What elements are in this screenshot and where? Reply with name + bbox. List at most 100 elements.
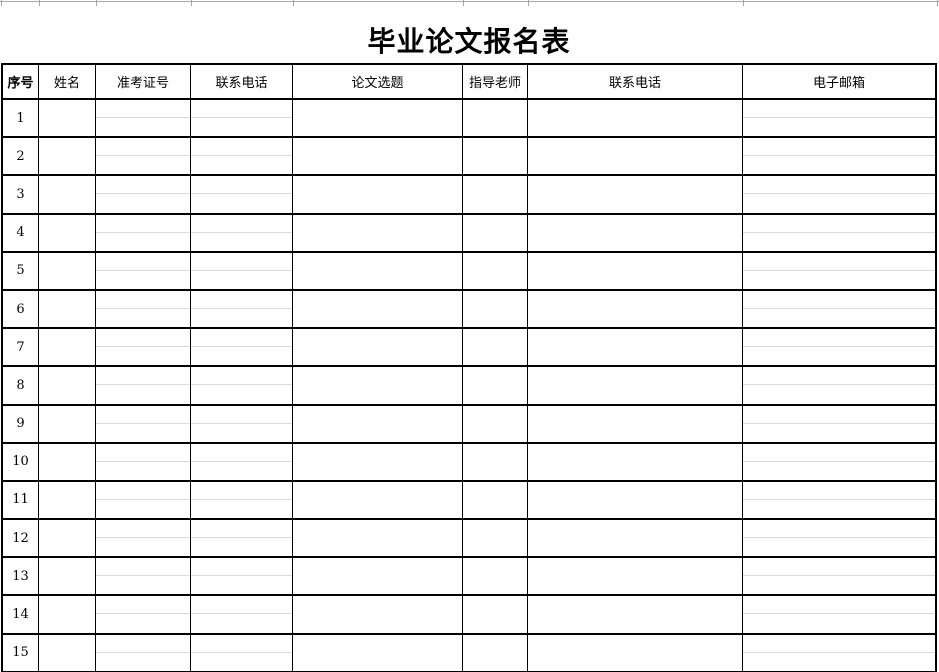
data-cell[interactable] xyxy=(39,329,96,368)
data-cell[interactable] xyxy=(191,138,293,177)
data-cell[interactable] xyxy=(96,634,191,672)
data-cell[interactable] xyxy=(743,481,937,521)
data-cell[interactable] xyxy=(463,405,528,444)
data-cell[interactable] xyxy=(528,100,743,139)
data-cell[interactable] xyxy=(528,138,743,177)
data-cell[interactable] xyxy=(96,367,191,406)
data-cell[interactable] xyxy=(743,367,937,406)
data-cell[interactable] xyxy=(191,634,293,672)
data-cell[interactable] xyxy=(191,596,293,635)
data-cell[interactable] xyxy=(96,252,191,291)
data-cell[interactable] xyxy=(528,214,743,253)
data-cell[interactable] xyxy=(96,214,191,253)
data-cell[interactable] xyxy=(293,634,463,672)
data-cell[interactable] xyxy=(191,558,293,597)
data-cell[interactable] xyxy=(293,329,463,368)
data-cell[interactable] xyxy=(528,367,743,406)
data-cell[interactable] xyxy=(39,481,96,521)
data-cell[interactable] xyxy=(743,214,937,253)
data-cell[interactable] xyxy=(463,176,528,215)
data-cell[interactable] xyxy=(293,252,463,291)
data-cell[interactable] xyxy=(293,596,463,635)
data-cell[interactable] xyxy=(528,329,743,368)
data-cell[interactable] xyxy=(96,558,191,597)
data-cell[interactable] xyxy=(463,558,528,597)
data-cell[interactable] xyxy=(96,290,191,330)
data-cell[interactable] xyxy=(528,290,743,330)
data-cell[interactable] xyxy=(39,290,96,330)
data-cell[interactable] xyxy=(743,596,937,635)
data-cell[interactable] xyxy=(463,634,528,672)
data-cell[interactable] xyxy=(96,520,191,559)
data-cell[interactable] xyxy=(96,329,191,368)
data-cell[interactable] xyxy=(191,290,293,330)
data-cell[interactable] xyxy=(39,367,96,406)
data-cell[interactable] xyxy=(191,367,293,406)
data-cell[interactable] xyxy=(96,176,191,215)
data-cell[interactable] xyxy=(463,252,528,291)
data-cell[interactable] xyxy=(39,214,96,253)
data-cell[interactable] xyxy=(463,100,528,139)
data-cell[interactable] xyxy=(191,481,293,521)
data-cell[interactable] xyxy=(191,329,293,368)
data-cell[interactable] xyxy=(191,520,293,559)
data-cell[interactable] xyxy=(39,634,96,672)
data-cell[interactable] xyxy=(293,138,463,177)
data-cell[interactable] xyxy=(743,138,937,177)
data-cell[interactable] xyxy=(39,520,96,559)
data-cell[interactable] xyxy=(463,329,528,368)
data-cell[interactable] xyxy=(528,176,743,215)
data-cell[interactable] xyxy=(96,100,191,139)
data-cell[interactable] xyxy=(96,138,191,177)
data-cell[interactable] xyxy=(463,138,528,177)
data-cell[interactable] xyxy=(528,634,743,672)
data-cell[interactable] xyxy=(528,252,743,291)
data-cell[interactable] xyxy=(96,443,191,482)
data-cell[interactable] xyxy=(293,558,463,597)
data-cell[interactable] xyxy=(528,443,743,482)
data-cell[interactable] xyxy=(743,252,937,291)
data-cell[interactable] xyxy=(39,596,96,635)
data-cell[interactable] xyxy=(191,252,293,291)
data-cell[interactable] xyxy=(293,481,463,521)
data-cell[interactable] xyxy=(39,176,96,215)
data-cell[interactable] xyxy=(528,558,743,597)
data-cell[interactable] xyxy=(293,290,463,330)
data-cell[interactable] xyxy=(96,596,191,635)
data-cell[interactable] xyxy=(528,481,743,521)
data-cell[interactable] xyxy=(96,405,191,444)
data-cell[interactable] xyxy=(463,596,528,635)
data-cell[interactable] xyxy=(39,405,96,444)
data-cell[interactable] xyxy=(39,100,96,139)
data-cell[interactable] xyxy=(528,520,743,559)
data-cell[interactable] xyxy=(293,100,463,139)
data-cell[interactable] xyxy=(743,329,937,368)
data-cell[interactable] xyxy=(463,443,528,482)
data-cell[interactable] xyxy=(743,405,937,444)
data-cell[interactable] xyxy=(293,443,463,482)
data-cell[interactable] xyxy=(743,443,937,482)
data-cell[interactable] xyxy=(293,367,463,406)
data-cell[interactable] xyxy=(528,405,743,444)
data-cell[interactable] xyxy=(743,176,937,215)
data-cell[interactable] xyxy=(191,443,293,482)
data-cell[interactable] xyxy=(293,520,463,559)
data-cell[interactable] xyxy=(293,405,463,444)
data-cell[interactable] xyxy=(39,138,96,177)
data-cell[interactable] xyxy=(96,481,191,521)
data-cell[interactable] xyxy=(463,367,528,406)
data-cell[interactable] xyxy=(528,596,743,635)
data-cell[interactable] xyxy=(293,176,463,215)
data-cell[interactable] xyxy=(191,100,293,139)
data-cell[interactable] xyxy=(463,520,528,559)
data-cell[interactable] xyxy=(39,558,96,597)
data-cell[interactable] xyxy=(191,176,293,215)
data-cell[interactable] xyxy=(39,443,96,482)
data-cell[interactable] xyxy=(463,481,528,521)
data-cell[interactable] xyxy=(39,252,96,291)
data-cell[interactable] xyxy=(743,634,937,672)
data-cell[interactable] xyxy=(463,290,528,330)
data-cell[interactable] xyxy=(191,214,293,253)
data-cell[interactable] xyxy=(743,290,937,330)
data-cell[interactable] xyxy=(743,520,937,559)
